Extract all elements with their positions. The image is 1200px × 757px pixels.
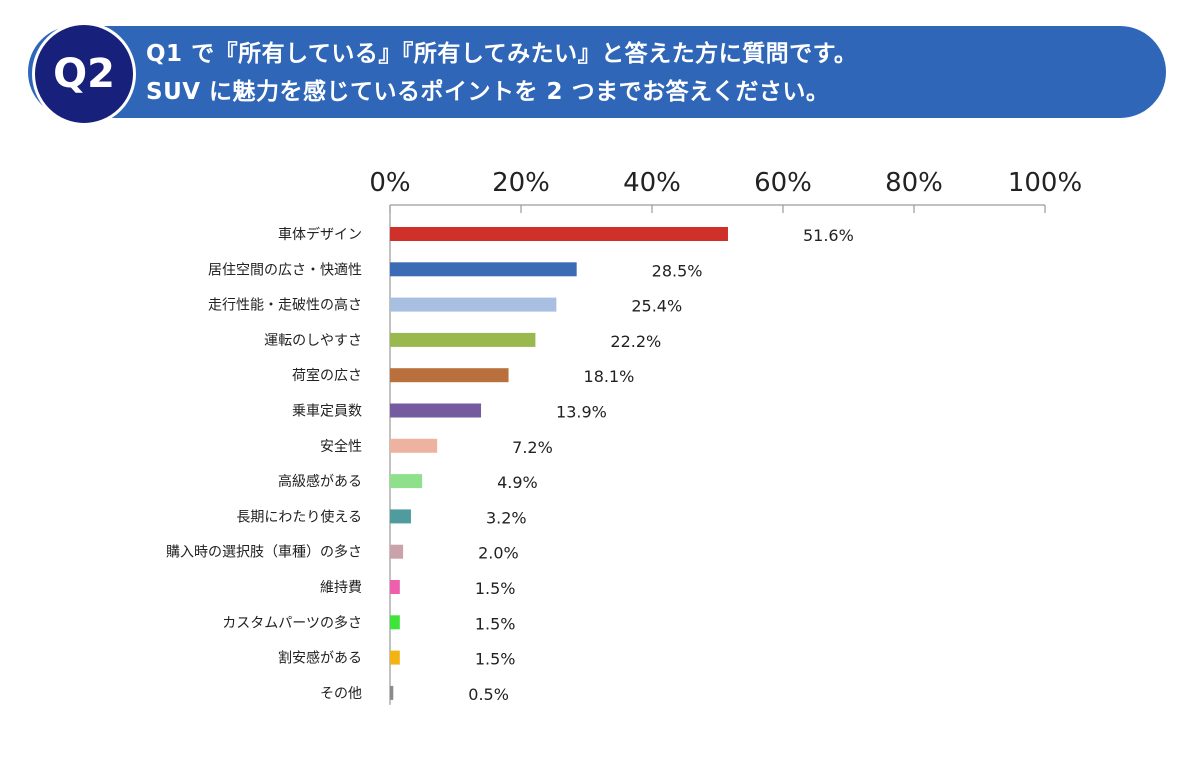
category-label: 乗車定員数 bbox=[292, 403, 362, 420]
value-label: 25.4% bbox=[631, 297, 682, 316]
question-badge: Q2 bbox=[32, 22, 136, 126]
category-label: 安全性 bbox=[320, 438, 362, 455]
value-label: 3.2% bbox=[486, 508, 527, 527]
bar bbox=[390, 474, 423, 489]
question-line-2: SUV に魅力を感じているポイントを 2 つまでお答えください。 bbox=[146, 79, 830, 105]
value-label: 4.9% bbox=[497, 473, 538, 492]
value-label: 22.2% bbox=[610, 332, 661, 351]
category-label: 高級感がある bbox=[278, 473, 362, 490]
value-label: 13.9% bbox=[556, 403, 607, 422]
bar bbox=[390, 544, 404, 559]
bar bbox=[390, 615, 400, 630]
value-label: 28.5% bbox=[652, 261, 703, 280]
bar bbox=[390, 509, 411, 524]
x-tick-label: 20% bbox=[492, 168, 550, 198]
bar bbox=[390, 403, 482, 418]
value-label: 1.5% bbox=[475, 614, 516, 633]
bar bbox=[390, 227, 728, 241]
category-label: カスタムパーツの多さ bbox=[222, 614, 362, 631]
x-tick-label: 80% bbox=[885, 168, 943, 198]
category-label: その他 bbox=[320, 686, 362, 702]
bar bbox=[390, 438, 438, 453]
x-tick-label: 60% bbox=[754, 168, 812, 198]
x-tick-label: 100% bbox=[1008, 168, 1082, 198]
bar bbox=[390, 650, 400, 665]
bar bbox=[390, 580, 400, 594]
category-label: 車体デザイン bbox=[278, 226, 362, 243]
bars-layer bbox=[390, 227, 728, 700]
question-banner bbox=[28, 26, 1166, 118]
value-label: 7.2% bbox=[512, 438, 553, 457]
value-label: 2.0% bbox=[478, 544, 519, 563]
labels-layer: 車体デザイン 51.6% 居住空間の広さ・快適性 28.5% 走行性能・走破性の高さ 25… bbox=[166, 226, 854, 704]
value-label: 51.6% bbox=[803, 226, 854, 245]
x-tick-label: 0% bbox=[369, 168, 410, 198]
x-tick-label: 40% bbox=[623, 168, 681, 198]
bar bbox=[390, 332, 536, 347]
category-label: 長期にわたり使える bbox=[236, 508, 362, 525]
value-label: 1.5% bbox=[475, 579, 516, 598]
category-label: 運転のしやすさ bbox=[264, 333, 362, 349]
value-label: 1.5% bbox=[475, 650, 516, 669]
bar bbox=[390, 262, 577, 277]
bar bbox=[390, 685, 394, 700]
category-label: 荷室の広さ bbox=[292, 367, 362, 384]
value-label: 0.5% bbox=[468, 685, 509, 704]
category-label: 走行性能・走破性の高さ bbox=[208, 297, 362, 314]
bar bbox=[390, 368, 509, 383]
value-label: 18.1% bbox=[584, 367, 635, 386]
category-label: 居住空間の広さ・快適性 bbox=[208, 261, 362, 278]
category-label: 購入時の選択肢（車種）の多さ bbox=[166, 544, 362, 561]
category-label: 割安感がある bbox=[278, 650, 362, 667]
bar bbox=[390, 297, 557, 312]
axis-layer: 0% 20% 40% 60% 80% 100% bbox=[369, 168, 1082, 705]
question-line-1: Q1 で『所有している』『所有してみたい』と答えた方に質問です。 bbox=[146, 41, 858, 67]
category-label: 維持費 bbox=[320, 580, 362, 596]
